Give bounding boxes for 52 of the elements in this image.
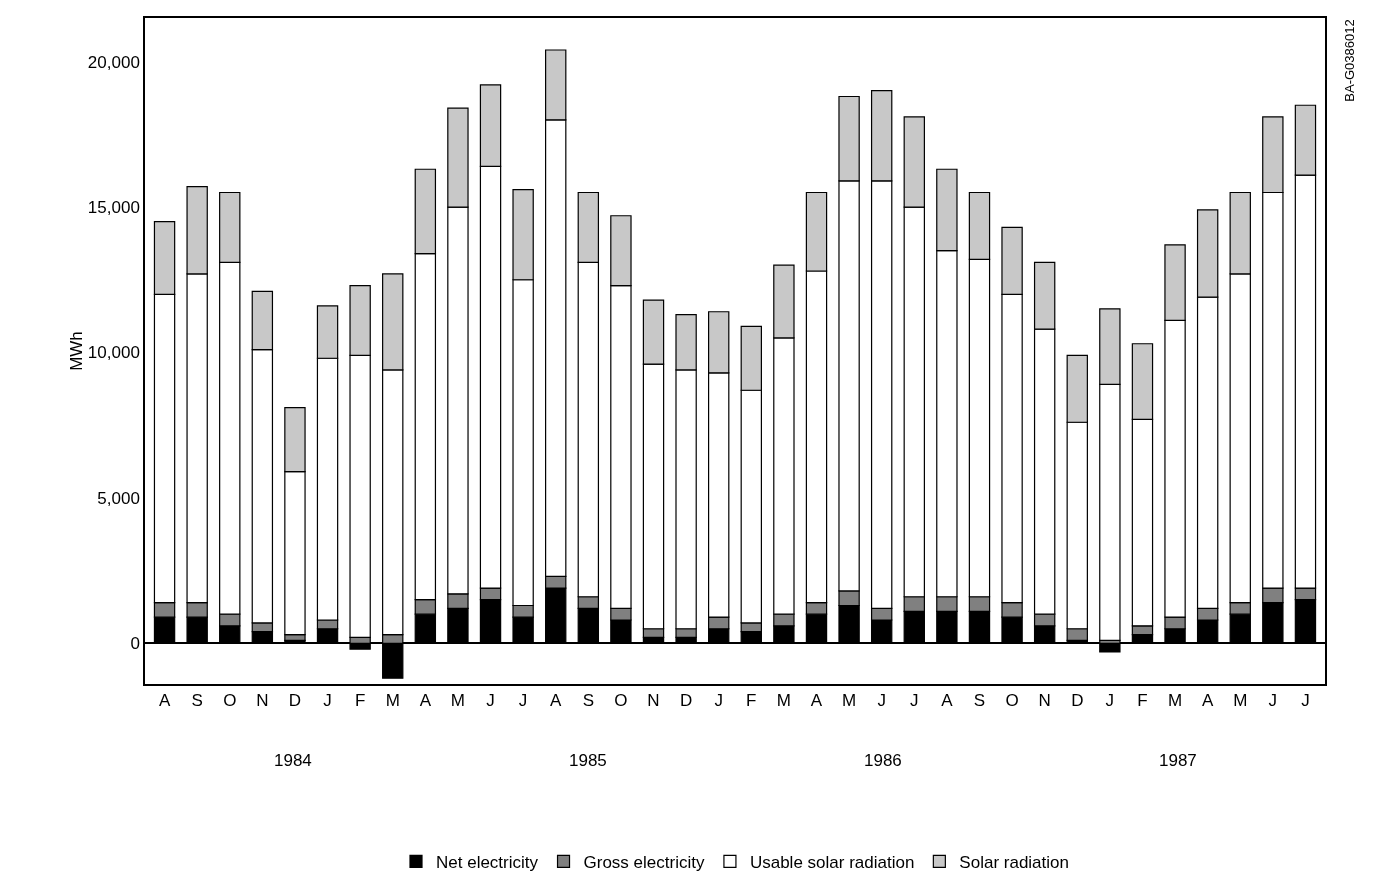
text: BA-G0386012 xyxy=(1341,19,1357,102)
y-tick-label: 5,000 xyxy=(97,488,140,508)
legend-label: Gross electricity xyxy=(583,853,705,873)
x-tick-label: N xyxy=(1038,691,1051,711)
x-tick-label: J xyxy=(1268,691,1278,711)
x-tick-label: J xyxy=(486,691,495,711)
x-tick-label: J xyxy=(1301,691,1310,711)
bar xyxy=(1099,642,1121,653)
y-axis-title: MWh xyxy=(66,331,86,371)
x-tick-label: O xyxy=(223,691,237,711)
x-tick-label: F xyxy=(354,691,366,711)
x-tick-label: J xyxy=(518,691,528,711)
x-tick-label: O xyxy=(614,691,628,711)
x-tick-label: O xyxy=(1005,691,1019,711)
x-tick-label: A xyxy=(419,691,432,711)
y-tick-label: 10,000 xyxy=(87,343,140,363)
x-tick-label: J xyxy=(1105,691,1115,711)
y-tick-label: 20,000 xyxy=(87,52,140,72)
x-tick-label: A xyxy=(941,691,954,711)
x-tick-label: D xyxy=(1071,691,1084,711)
x-tick-label: A xyxy=(550,691,563,711)
x-tick-label: M xyxy=(1167,691,1183,711)
x-tick-label: A xyxy=(158,691,171,711)
x-tick-label: N xyxy=(256,691,269,711)
x-tick-label: M xyxy=(1233,691,1248,711)
x-tick-label: M xyxy=(776,691,791,711)
text: 1986 xyxy=(864,751,902,770)
x-tick-label: D xyxy=(679,691,693,711)
x-tick-label: A xyxy=(810,691,823,711)
x-tick-label: J xyxy=(323,691,332,711)
x-tick-label: S xyxy=(191,691,203,711)
x-tick-label: F xyxy=(1137,691,1148,711)
x-tick-label: M xyxy=(450,691,466,711)
legend-label: Net electricity xyxy=(436,853,539,873)
x-tick-label: N xyxy=(647,691,660,711)
x-tick-label: D xyxy=(288,691,302,711)
y-tick-label: 15,000 xyxy=(87,197,140,217)
x-tick-label: J xyxy=(910,691,919,711)
x-tick-label: S xyxy=(582,691,594,711)
x-tick-label: J xyxy=(714,691,723,711)
y-tick-label: 0 xyxy=(130,634,140,654)
text: 1987 xyxy=(1159,751,1197,770)
x-tick-label: F xyxy=(746,691,757,711)
x-tick-label: J xyxy=(877,691,886,711)
x-tick-label: S xyxy=(973,691,986,711)
legend-label: Solar radiation xyxy=(959,853,1069,873)
text: 1985 xyxy=(569,751,607,770)
text: 1984 xyxy=(274,751,312,770)
x-tick-label: A xyxy=(1201,691,1214,711)
x-tick-label: M xyxy=(385,691,400,711)
x-tick-label: M xyxy=(842,691,857,711)
legend-label: Usable solar radiation xyxy=(749,853,915,873)
